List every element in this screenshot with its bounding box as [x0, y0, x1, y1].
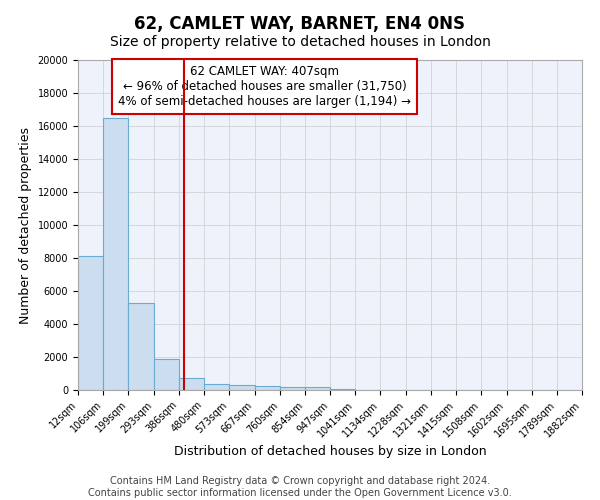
Bar [78, 256, 103, 390]
Bar [305, 387, 330, 390]
Bar [204, 384, 229, 390]
X-axis label: Distribution of detached houses by size in London: Distribution of detached houses by size … [173, 444, 487, 458]
Y-axis label: Number of detached properties: Number of detached properties [19, 126, 32, 324]
Text: 62 CAMLET WAY: 407sqm
← 96% of detached houses are smaller (31,750)
4% of semi-d: 62 CAMLET WAY: 407sqm ← 96% of detached … [118, 65, 411, 108]
Bar [330, 389, 355, 390]
Text: Size of property relative to detached houses in London: Size of property relative to detached ho… [110, 35, 490, 49]
Text: Contains HM Land Registry data © Crown copyright and database right 2024.
Contai: Contains HM Land Registry data © Crown c… [88, 476, 512, 498]
Bar [254, 386, 280, 390]
Bar [280, 386, 305, 390]
Bar [229, 386, 254, 390]
Text: 62, CAMLET WAY, BARNET, EN4 0NS: 62, CAMLET WAY, BARNET, EN4 0NS [134, 15, 466, 33]
Bar [128, 302, 154, 390]
Bar [179, 378, 204, 390]
Bar [103, 118, 128, 390]
Bar [154, 358, 179, 390]
